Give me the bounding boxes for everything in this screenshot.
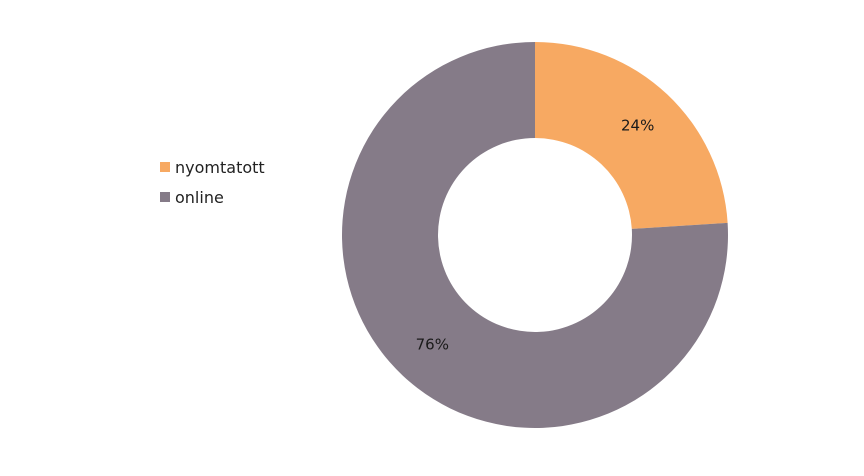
legend-item-nyomtatott: nyomtatott xyxy=(160,152,265,182)
slice-label-online: 76% xyxy=(416,335,449,353)
slice-nyomtatott xyxy=(535,42,728,229)
donut-slices xyxy=(341,42,728,428)
legend-label-nyomtatott: nyomtatott xyxy=(175,157,265,177)
legend-item-online: online xyxy=(160,182,265,212)
slice-online xyxy=(341,42,728,428)
legend-swatch-nyomtatott xyxy=(160,162,170,172)
chart-legend: nyomtatott online xyxy=(160,152,265,212)
legend-label-online: online xyxy=(175,187,224,207)
legend-swatch-online xyxy=(160,192,170,202)
slice-label-nyomtatott: 24% xyxy=(621,117,654,135)
slice-labels: 24% 76% xyxy=(416,117,655,354)
